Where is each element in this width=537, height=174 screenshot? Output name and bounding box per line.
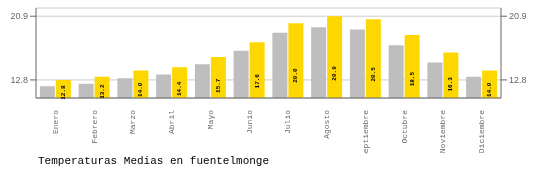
svg-text:14.4: 14.4	[176, 81, 183, 96]
svg-text:12.8: 12.8	[60, 85, 67, 100]
svg-text:Septiembre: Septiembre	[361, 110, 370, 154]
svg-text:16.3: 16.3	[447, 77, 454, 92]
svg-text:20.0: 20.0	[292, 68, 299, 83]
svg-text:Agosto: Agosto	[322, 110, 331, 139]
svg-text:14.0: 14.0	[486, 82, 493, 97]
svg-text:Enero: Enero	[51, 110, 60, 134]
svg-text:18.5: 18.5	[409, 72, 416, 87]
svg-text:20.9: 20.9	[10, 11, 28, 21]
svg-text:14.0: 14.0	[137, 82, 144, 97]
svg-text:13.2: 13.2	[99, 84, 106, 99]
svg-text:Octubre: Octubre	[400, 110, 409, 144]
svg-text:Junio: Junio	[245, 110, 254, 134]
svg-text:20.5: 20.5	[370, 67, 377, 82]
svg-text:Marzo: Marzo	[128, 110, 137, 134]
svg-text:Febrero: Febrero	[90, 110, 99, 144]
svg-text:Abril: Abril	[167, 110, 176, 134]
svg-text:12.8: 12.8	[509, 75, 527, 85]
svg-text:Mayo: Mayo	[206, 110, 215, 129]
svg-text:Noviembre: Noviembre	[438, 110, 447, 153]
svg-text:20.9: 20.9	[509, 11, 527, 21]
svg-text:Julio: Julio	[283, 110, 292, 134]
svg-text:17.6: 17.6	[254, 74, 261, 89]
html-text:Temperaturas Medias en fuentel: Temperaturas Medias en fuentelmonge	[38, 155, 269, 167]
svg-text:12.8: 12.8	[10, 75, 28, 85]
svg-text:15.7: 15.7	[215, 78, 222, 93]
svg-text:20.9: 20.9	[331, 66, 338, 81]
svg-text:Diciembre: Diciembre	[477, 110, 486, 153]
